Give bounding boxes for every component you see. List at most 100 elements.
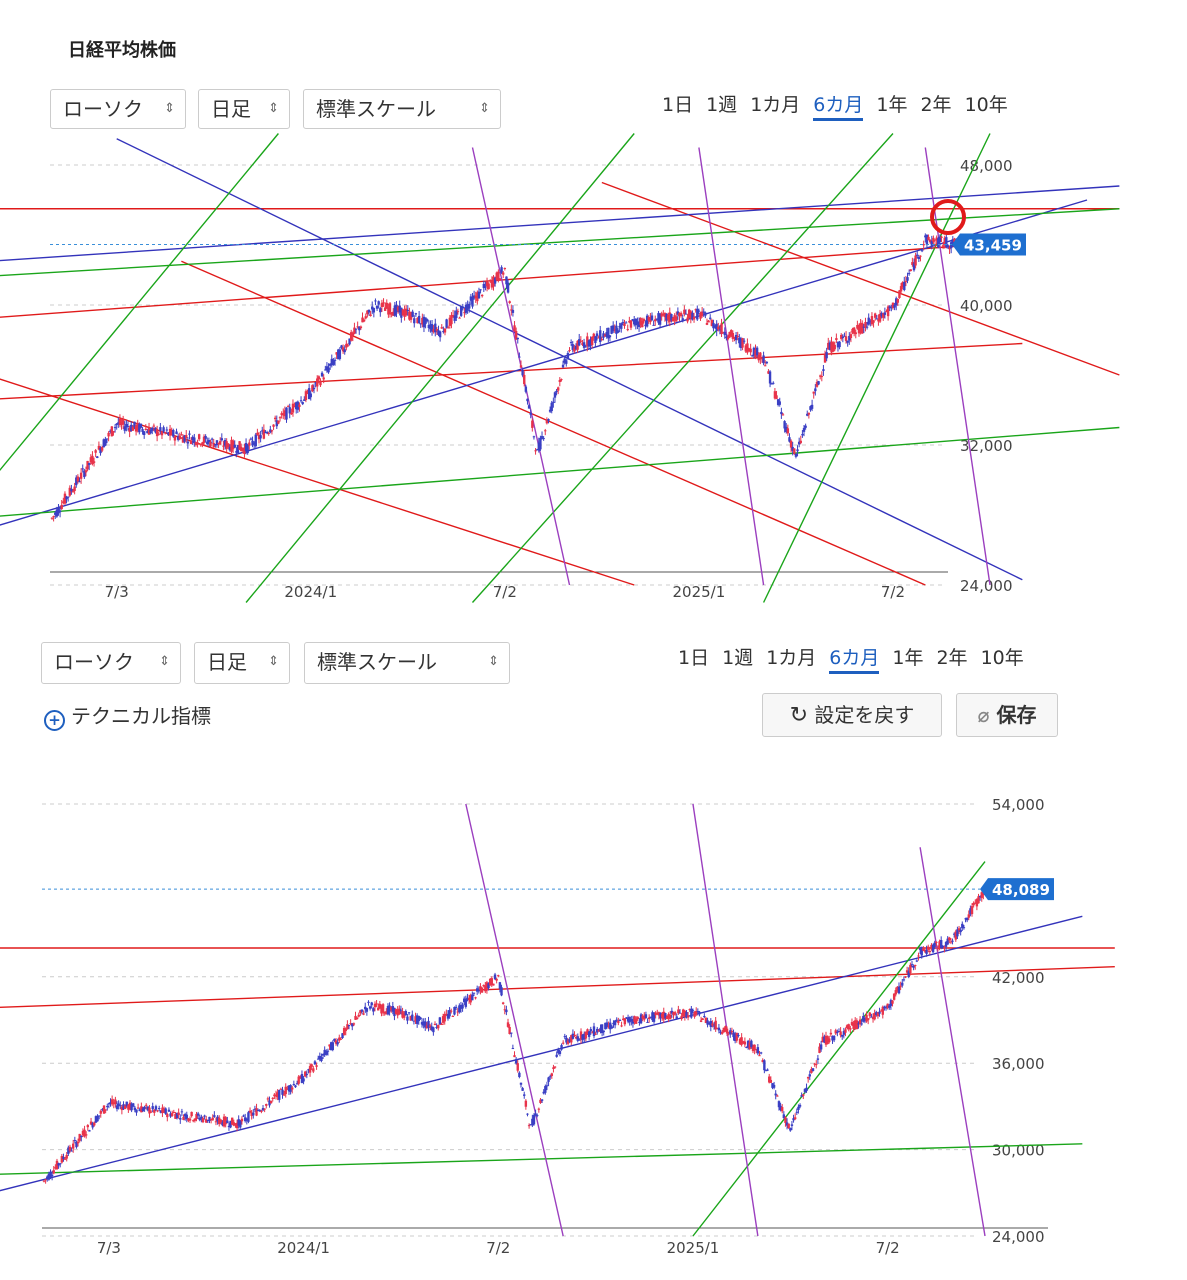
candle [683,309,686,315]
candle [469,296,473,301]
candle [498,982,502,989]
candle [65,1154,68,1159]
candle [660,1013,664,1018]
candle [571,344,574,350]
period-tab[interactable]: 2年 [920,94,952,116]
x-tick-label: 7/2 [486,1239,510,1257]
candle [161,1107,164,1114]
candle [665,1016,669,1020]
candle [196,1113,200,1116]
candle [265,1103,268,1106]
cycle-line [924,147,991,586]
x-tick-label: 7/3 [105,583,129,601]
candle [836,1031,839,1033]
period-tab[interactable]: 10年 [964,94,1008,116]
candle [797,1106,800,1110]
candle [76,476,80,482]
candle [623,1018,627,1025]
candle [796,449,799,452]
candle [346,1024,349,1030]
candle [883,312,887,315]
scale-select[interactable]: 標準スケール ⇕ [304,642,510,684]
chart-type-select-value: ローソク [63,97,143,121]
candle [724,1026,727,1031]
candle [401,1011,404,1018]
candle [658,314,662,325]
candle [866,1018,870,1021]
candle [115,1105,119,1110]
candle [498,278,502,281]
period-tab[interactable]: 1週 [722,647,754,669]
candle [939,940,943,949]
candle [731,332,735,339]
candle [231,440,235,450]
candle [121,419,125,425]
candle [143,1106,146,1110]
period-tab[interactable]: 10年 [980,647,1024,669]
candle [696,1010,700,1012]
candle [282,413,285,416]
candle [377,301,380,305]
chart-type-select[interactable]: ローソク ⇕ [41,642,181,684]
save-button[interactable]: ⌀ 保存 [956,693,1058,737]
candle [725,1028,729,1034]
period-tab[interactable]: 6カ月 [829,647,880,674]
candle [128,1102,132,1109]
candle [333,359,337,361]
period-tab[interactable]: 1カ月 [750,94,801,116]
candle [524,1100,528,1107]
candle [792,1118,795,1121]
candle [214,443,217,446]
candle [697,310,701,312]
candle [337,349,340,360]
candle [231,1117,234,1125]
candle [387,307,390,315]
candle [902,979,906,981]
candle [76,1141,80,1144]
candle [438,1017,442,1025]
scale-select[interactable]: 標準スケール ⇕ [303,89,501,129]
period-tab[interactable]: 2年 [936,647,968,669]
red-trend-line [0,243,991,318]
candle [615,1019,618,1021]
interval-select[interactable]: 日足 ⇕ [198,89,290,129]
candle [839,1031,842,1036]
x-tick-label: 7/3 [97,1239,121,1257]
candle [358,326,361,331]
candle [185,1114,188,1120]
candle [945,237,948,247]
candle [642,319,646,322]
candle [493,278,497,284]
candle [448,317,452,326]
candle [668,312,671,322]
period-tab[interactable]: 1日 [678,647,710,669]
interval-select[interactable]: 日足 ⇕ [194,642,290,684]
candle [849,1028,852,1030]
period-tab[interactable]: 1日 [662,94,694,116]
candle [621,322,625,324]
y-tick-label: 30,000 [992,1142,1045,1160]
period-tab[interactable]: 1週 [706,94,738,116]
candle [183,1114,187,1117]
chart-type-select[interactable]: ローソク ⇕ [50,89,186,129]
candle [787,1123,790,1128]
candle [573,347,576,352]
candle [346,345,350,347]
period-tab[interactable]: 6カ月 [813,94,864,121]
candle [277,420,280,424]
period-tab[interactable]: 1カ月 [766,647,817,669]
technical-indicator-link[interactable]: + テクニカル指標 [44,700,211,731]
reset-settings-button[interactable]: ↻ 設定を戻す [762,693,942,737]
candle [980,892,983,898]
candle [751,355,754,357]
candle [324,369,327,371]
candle [89,457,93,463]
candle [894,990,897,995]
candle [613,1020,617,1026]
candle [772,382,775,384]
period-tab[interactable]: 1年 [876,94,908,116]
period-tab[interactable]: 1年 [892,647,924,669]
candle [333,1038,336,1041]
candle [330,358,333,366]
candle [272,424,275,427]
